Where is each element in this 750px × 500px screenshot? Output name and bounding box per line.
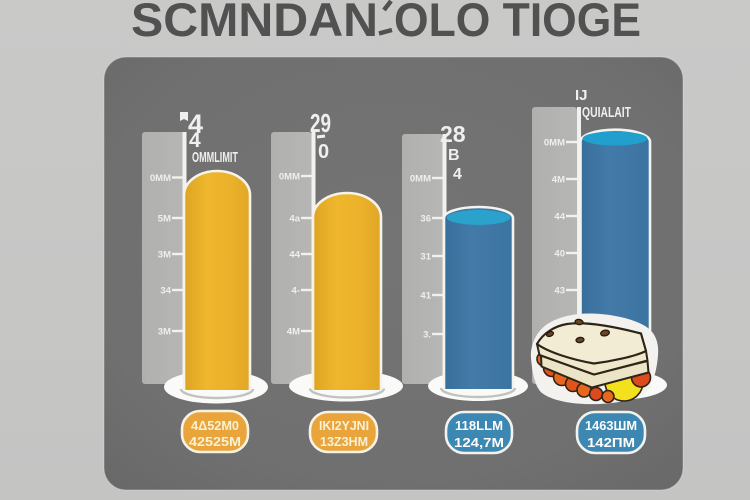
svg-text:0MM: 0MM — [279, 172, 300, 183]
svg-text:0MM: 0MM — [544, 138, 565, 149]
svg-text:SCMNDAN: SCMNDAN — [131, 0, 378, 46]
svg-text:118LLM: 118LLM — [455, 418, 503, 433]
svg-text:4: 4 — [189, 129, 201, 152]
svg-text:3M: 3M — [158, 250, 171, 261]
svg-text:31: 31 — [420, 252, 431, 263]
svg-text:42525M: 42525M — [189, 434, 241, 449]
svg-text:4: 4 — [188, 109, 203, 139]
svg-text:28: 28 — [440, 121, 466, 147]
svg-text:QUIALAIT: QUIALAIT — [582, 105, 631, 121]
svg-text:3M: 3M — [158, 327, 171, 338]
svg-text:13Z3HM: 13Z3HM — [320, 434, 368, 449]
svg-text:44: 44 — [554, 212, 565, 223]
svg-text:4Δ52M0: 4Δ52M0 — [191, 418, 239, 433]
svg-text:4: 4 — [453, 166, 462, 183]
svg-text:IKI2YJNI: IKI2YJNI — [319, 418, 369, 433]
svg-text:40: 40 — [554, 249, 565, 260]
svg-text:41: 41 — [420, 291, 431, 302]
svg-text:5M: 5M — [158, 214, 171, 225]
svg-text:29: 29 — [310, 108, 331, 138]
svg-text:4a: 4a — [289, 214, 300, 225]
svg-text:0: 0 — [318, 141, 329, 163]
svg-text:3.: 3. — [423, 330, 431, 341]
svg-text:B: B — [448, 147, 460, 164]
svg-text:36: 36 — [420, 214, 431, 225]
svg-text:4M: 4M — [287, 327, 300, 338]
svg-text:IJ: IJ — [575, 87, 588, 104]
svg-text:43: 43 — [554, 286, 565, 297]
svg-text:0MM: 0MM — [410, 174, 431, 185]
svg-text:OMMLIMIT: OMMLIMIT — [192, 149, 238, 166]
svg-text:1463ШM: 1463ШM — [585, 418, 637, 433]
svg-text:34: 34 — [160, 286, 171, 297]
svg-text:OLO TIOGE: OLO TIOGE — [394, 0, 641, 46]
svg-text:44: 44 — [289, 250, 300, 261]
svg-text:142ПM: 142ПM — [587, 435, 635, 450]
svg-text:4M: 4M — [552, 175, 565, 186]
svg-text:0MM: 0MM — [150, 173, 171, 184]
svg-text:4-: 4- — [292, 286, 300, 297]
svg-text:124,7M: 124,7M — [454, 435, 504, 450]
